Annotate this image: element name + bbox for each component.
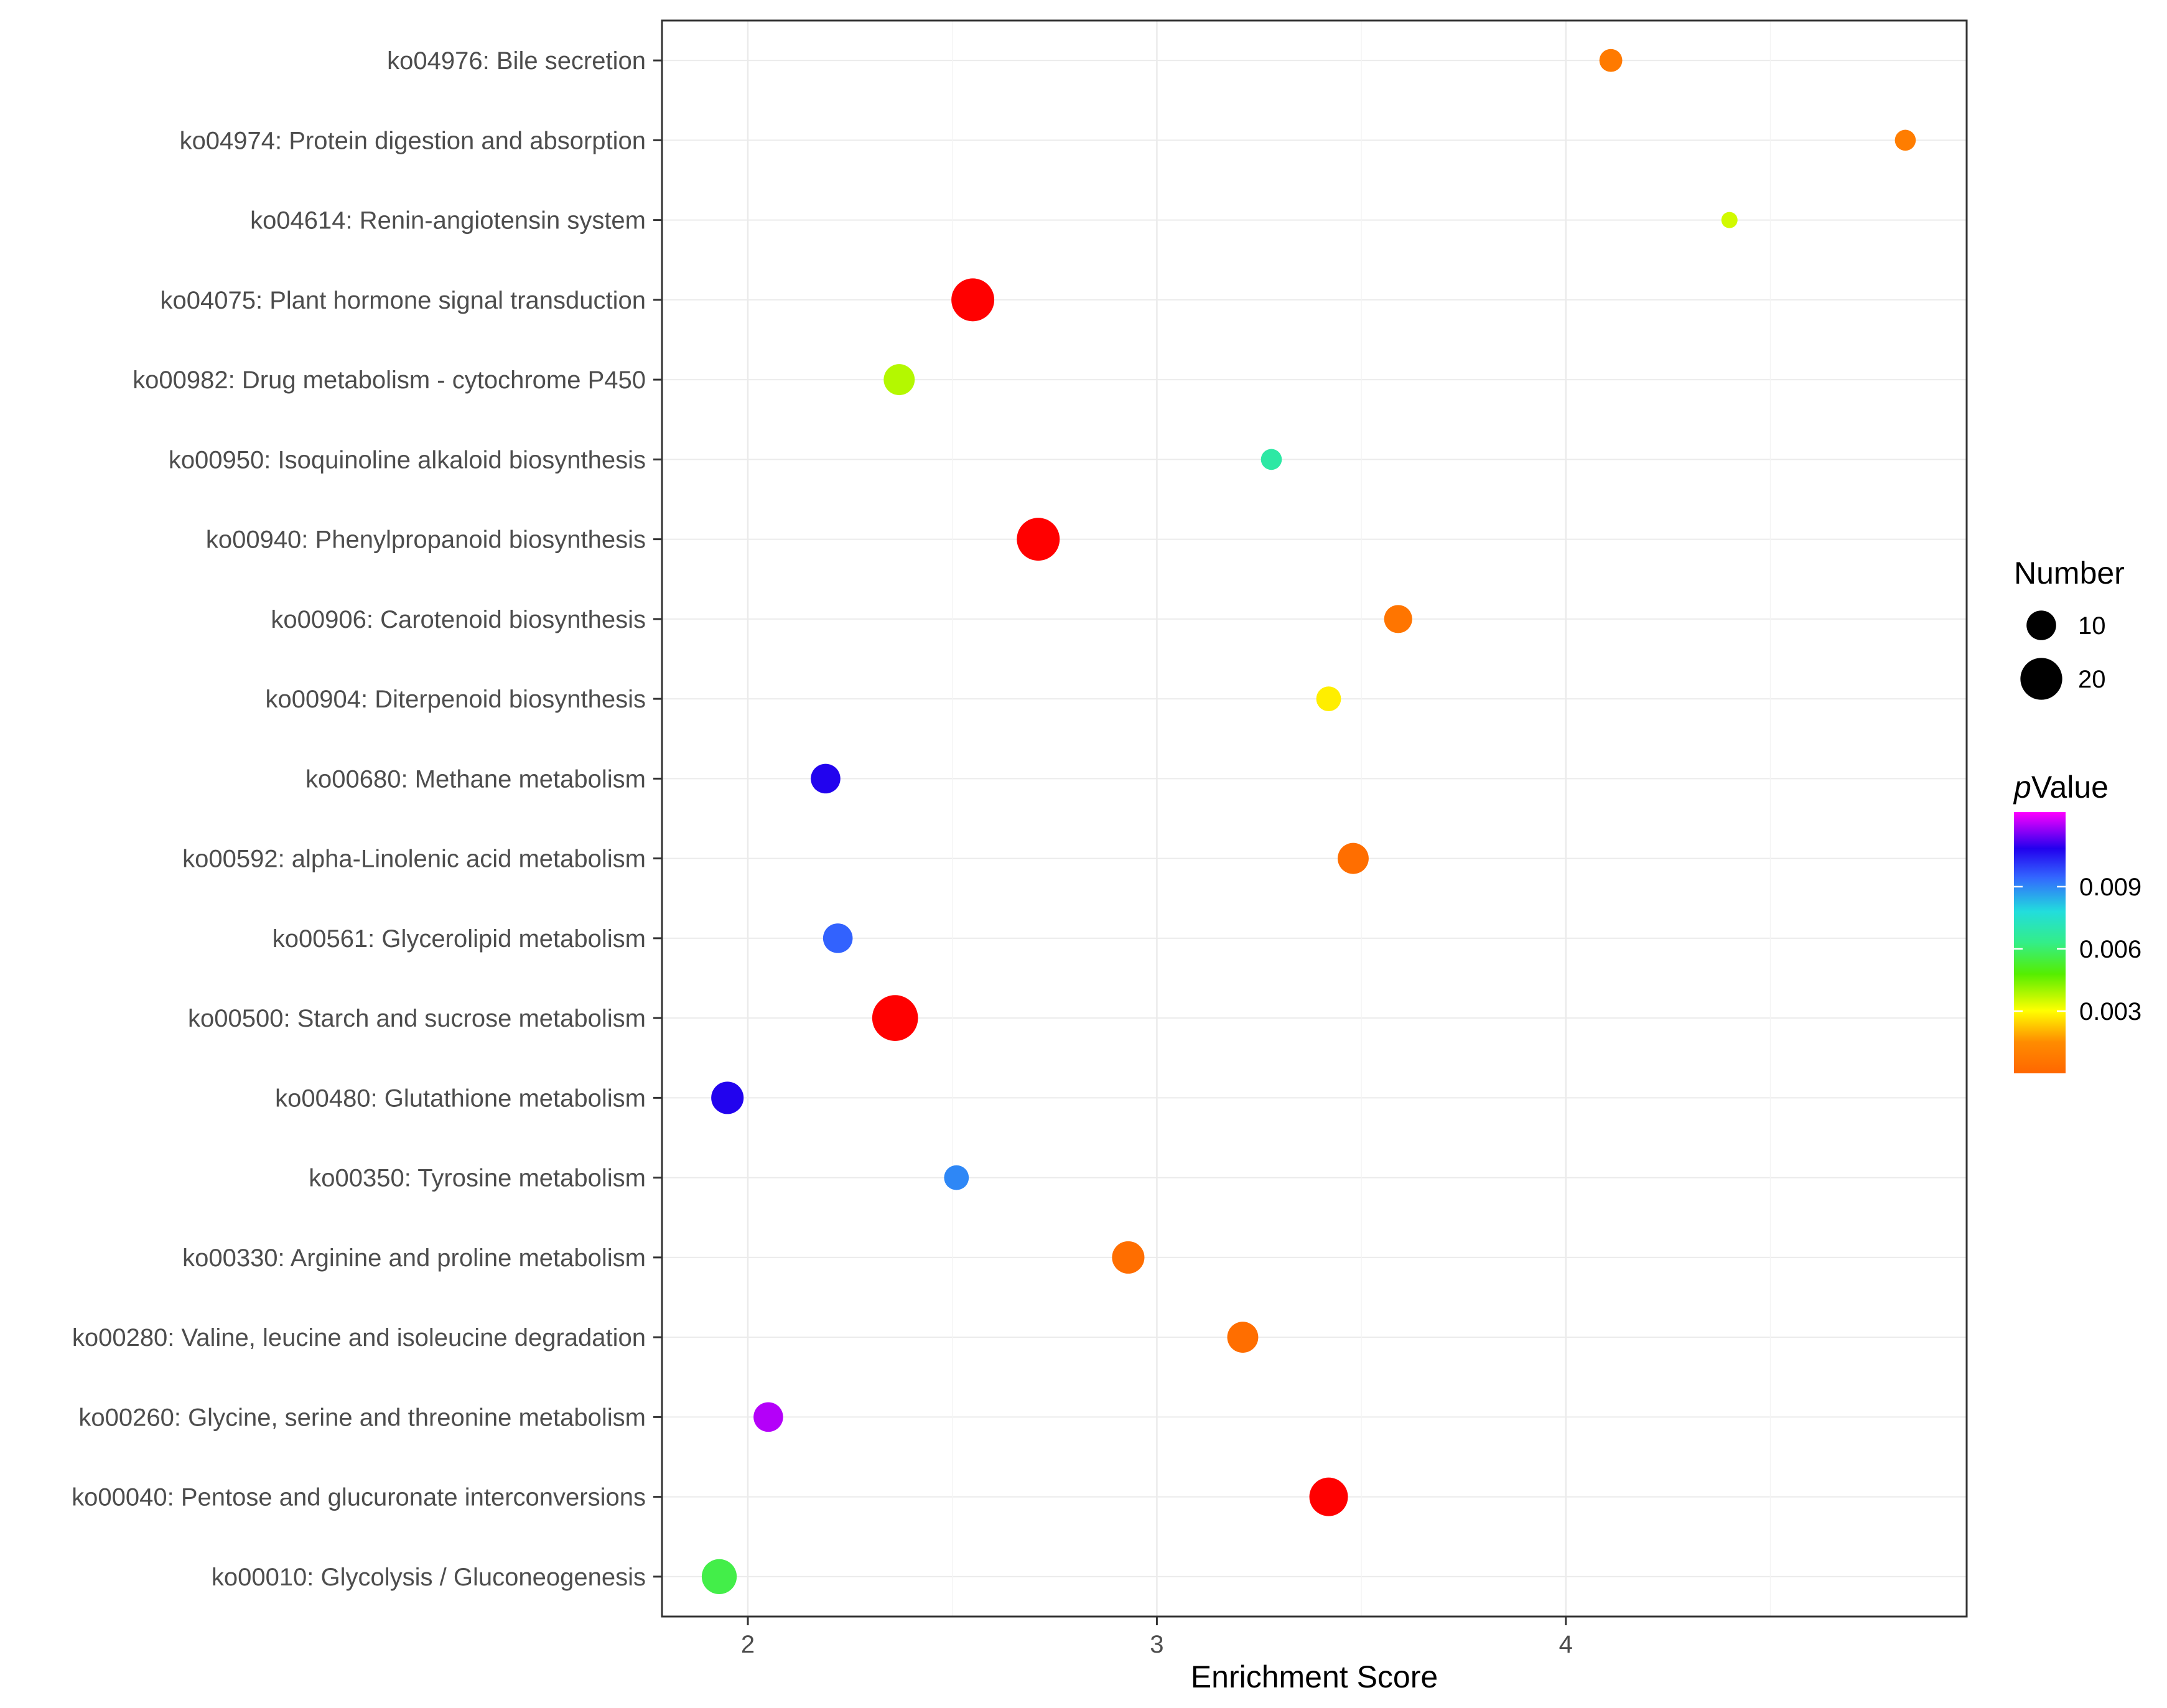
y-tick-label: ko04976: Bile secretion <box>387 47 646 75</box>
x-axis: 2 3 4 <box>741 1617 1573 1658</box>
data-point[interactable] <box>811 763 841 794</box>
size-legend-label: 20 <box>2078 666 2106 693</box>
size-legend-title: Number <box>2014 556 2125 590</box>
y-tick-label: ko00500: Starch and sucrose metabolism <box>188 1005 646 1032</box>
data-point[interactable] <box>711 1081 744 1114</box>
y-tick-label: ko00592: alpha-Linolenic acid metabolism <box>182 846 646 873</box>
data-point[interactable] <box>1227 1322 1259 1353</box>
y-tick-label: ko04614: Renin-angiotensin system <box>250 207 646 235</box>
color-legend-label: 0.009 <box>2079 874 2141 901</box>
y-axis-labels: ko04976: Bile secretion ko04974: Protein … <box>72 47 662 1591</box>
points-layer <box>701 49 1916 1595</box>
y-tick-label: ko00982: Drug metabolism - cytochrome P4… <box>133 366 646 394</box>
data-point[interactable] <box>1316 686 1341 712</box>
data-point[interactable] <box>883 364 915 396</box>
data-point[interactable] <box>1261 449 1282 470</box>
data-point[interactable] <box>823 923 853 953</box>
data-point[interactable] <box>1894 129 1916 151</box>
data-point[interactable] <box>944 1165 969 1190</box>
y-tick-label: ko00940: Phenylpropanoid biosynthesis <box>206 526 646 554</box>
data-point[interactable] <box>1599 49 1623 72</box>
data-point[interactable] <box>872 995 918 1041</box>
data-point[interactable] <box>1384 605 1412 633</box>
y-tick-label: ko00950: Isoquinoline alkaloid biosynthe… <box>169 446 646 474</box>
data-point[interactable] <box>1338 842 1369 874</box>
y-tick-label: ko04974: Protein digestion and absorptio… <box>180 127 646 154</box>
x-tick-label: 4 <box>1559 1631 1573 1658</box>
legend: Number 10 20 pValue 0.003 0.006 0.009 <box>2013 556 2141 1073</box>
y-tick-label: ko00906: Carotenoid biosynthesis <box>271 606 646 633</box>
data-point[interactable] <box>1309 1477 1348 1516</box>
y-tick-label: ko00480: Glutathione metabolism <box>275 1085 646 1112</box>
data-point[interactable] <box>1721 212 1738 228</box>
panel-border <box>661 19 1968 1618</box>
y-tick-label: ko00260: Glycine, serine and threonine m… <box>78 1404 646 1431</box>
panel-background <box>662 21 1967 1617</box>
x-axis-title: Enrichment Score <box>1191 1659 1438 1694</box>
y-tick-label: ko00010: Glycolysis / Gluconeogenesis <box>212 1564 646 1591</box>
size-legend-label: 10 <box>2078 612 2106 640</box>
y-tick-label: ko00280: Valine, leucine and isoleucine … <box>72 1324 646 1351</box>
y-tick-label: ko00561: Glycerolipid metabolism <box>273 925 646 953</box>
data-point[interactable] <box>1112 1241 1145 1274</box>
x-tick-label: 2 <box>741 1631 755 1658</box>
data-point[interactable] <box>1017 518 1060 561</box>
color-legend-bar <box>2014 812 2066 1073</box>
y-tick-label: ko00040: Pentose and glucuronate interco… <box>72 1484 646 1511</box>
color-legend-title: pValue <box>2013 770 2109 805</box>
size-legend-key <box>2026 610 2056 640</box>
y-tick-label: ko00350: Tyrosine metabolism <box>309 1165 646 1192</box>
y-tick-label: ko00330: Arginine and proline metabolism <box>182 1244 646 1272</box>
y-tick-label: ko04075: Plant hormone signal transducti… <box>160 287 646 314</box>
color-legend-label: 0.003 <box>2079 998 2141 1025</box>
data-point[interactable] <box>701 1559 737 1595</box>
x-tick-label: 3 <box>1150 1631 1163 1658</box>
y-tick-label: ko00680: Methane metabolism <box>305 765 646 793</box>
grid-layer <box>662 21 1967 1617</box>
size-legend-key <box>2020 658 2062 700</box>
color-legend-label: 0.006 <box>2079 936 2141 963</box>
data-point[interactable] <box>753 1402 783 1432</box>
y-tick-label: ko00904: Diterpenoid biosynthesis <box>265 686 646 713</box>
data-point[interactable] <box>951 278 995 322</box>
